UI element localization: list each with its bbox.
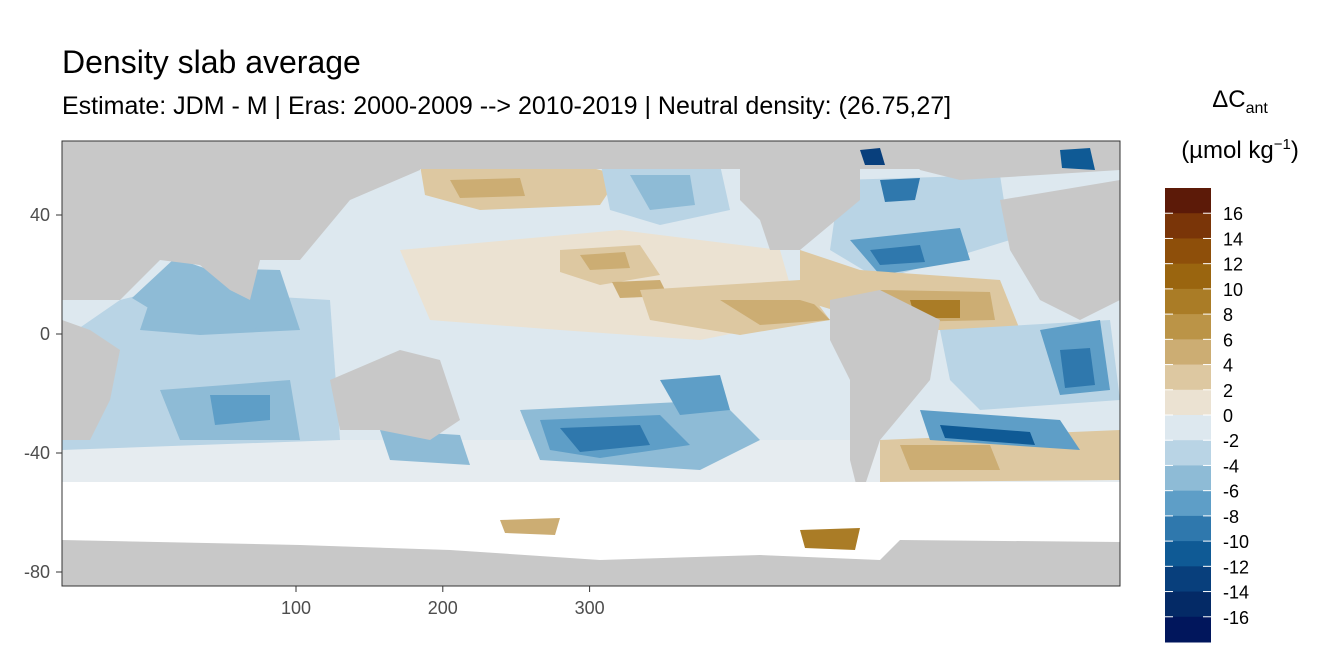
labrador-sea bbox=[860, 148, 885, 165]
legend-unit-sup: −1 bbox=[1273, 136, 1291, 153]
tasman-negative bbox=[380, 430, 470, 465]
legend-label: 16 bbox=[1223, 204, 1243, 224]
legend-label: 0 bbox=[1223, 406, 1233, 426]
legend-color-step bbox=[1165, 541, 1211, 567]
y-tick-label-0: 0 bbox=[40, 324, 50, 344]
pacific-anomaly-positive-3 bbox=[580, 252, 630, 270]
y-tick-label-40: 40 bbox=[30, 205, 50, 225]
panel-border bbox=[61, 140, 1121, 587]
x-tick-label-200: 200 bbox=[428, 598, 458, 618]
legend-color-step bbox=[1165, 591, 1211, 618]
legend-label: 4 bbox=[1223, 356, 1233, 376]
legend-unit-prefix: (µmol kg bbox=[1181, 137, 1274, 164]
chart-subtitle: Estimate: JDM - M | Eras: 2000-2009 --> … bbox=[62, 92, 952, 120]
legend-color-step bbox=[1165, 389, 1211, 416]
ocean-field bbox=[62, 141, 1120, 586]
legend-title-sub: ant bbox=[1245, 99, 1268, 117]
chart-title: Density slab average bbox=[62, 44, 361, 80]
legend-unit-suffix: ) bbox=[1290, 137, 1299, 164]
legend-label: 12 bbox=[1223, 255, 1243, 275]
weddell-positive bbox=[800, 528, 860, 550]
legend-label: -2 bbox=[1223, 431, 1239, 451]
land bbox=[62, 141, 1120, 586]
indian-ocean-negative-4 bbox=[210, 395, 270, 425]
north-atlantic-negative-3 bbox=[870, 245, 925, 265]
legend-label: -14 bbox=[1223, 583, 1249, 603]
ross-sea-positive bbox=[500, 518, 560, 535]
south-atlantic-negative-3 bbox=[1060, 348, 1095, 388]
agulhas-negative-2 bbox=[940, 425, 1035, 445]
y-tick-label--80: -80 bbox=[24, 562, 50, 582]
south-pacific-negative-4 bbox=[660, 375, 730, 415]
legend-label: -10 bbox=[1223, 532, 1249, 552]
legend-color-step bbox=[1165, 515, 1211, 542]
legend-color-step bbox=[1165, 188, 1211, 214]
legend-color-step bbox=[1165, 364, 1211, 391]
legend-label: -6 bbox=[1223, 482, 1239, 502]
legend-color-step bbox=[1165, 415, 1211, 441]
greenland-strip bbox=[880, 178, 920, 202]
legend-label: -4 bbox=[1223, 456, 1239, 476]
legend-title: ΔCant bbox=[1160, 86, 1320, 118]
legend-label: 8 bbox=[1223, 305, 1233, 325]
legend-label: 6 bbox=[1223, 330, 1233, 350]
legend-color-step bbox=[1165, 616, 1211, 643]
legend-color-step bbox=[1165, 263, 1211, 290]
legend-color-step bbox=[1165, 314, 1211, 340]
legend-color-step bbox=[1165, 490, 1211, 517]
legend-label: -8 bbox=[1223, 507, 1239, 527]
legend-unit: (µmol kg−1) bbox=[1160, 136, 1320, 165]
south-pacific-negative-3 bbox=[560, 425, 650, 452]
x-axis: 100 200 300 bbox=[281, 586, 605, 618]
legend-title-main: ΔC bbox=[1212, 86, 1246, 113]
legend-color-step bbox=[1165, 288, 1211, 315]
legend-label: 2 bbox=[1223, 381, 1233, 401]
legend-color-step bbox=[1165, 339, 1211, 366]
legend-color-step bbox=[1165, 440, 1211, 466]
legend-color-step bbox=[1165, 465, 1211, 492]
legend-color-step bbox=[1165, 238, 1211, 265]
legend-label: -16 bbox=[1223, 608, 1249, 628]
legend-color-step bbox=[1165, 566, 1211, 593]
x-tick-label-300: 300 bbox=[575, 598, 605, 618]
north-pacific-negative-2 bbox=[630, 175, 695, 210]
north-pacific-positive-2 bbox=[450, 178, 525, 198]
y-tick-label--40: -40 bbox=[24, 443, 50, 463]
legend-label: -12 bbox=[1223, 557, 1249, 577]
legend-label: 14 bbox=[1223, 229, 1243, 249]
y-axis: 40 0 -40 -80 bbox=[24, 205, 62, 582]
legend-label: 10 bbox=[1223, 280, 1243, 300]
legend-color-step bbox=[1165, 213, 1211, 239]
pacific-anomaly-positive-6 bbox=[720, 300, 830, 325]
arabian-sea bbox=[132, 258, 225, 315]
nordic-sea bbox=[1060, 148, 1095, 170]
south-atlantic-positive-2 bbox=[900, 445, 1000, 470]
legend: 16 14 12 10 8 6 4 2 0 -2 -4 -6 -8 -10 -12 -14 -16 bbox=[1165, 188, 1249, 643]
x-tick-label-100: 100 bbox=[281, 598, 311, 618]
